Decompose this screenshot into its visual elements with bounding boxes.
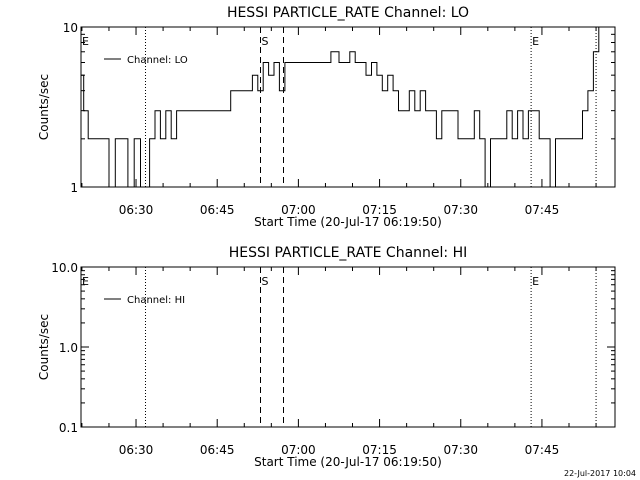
x-tick-label: 06:45 bbox=[200, 443, 235, 457]
x-tick-label: 07:00 bbox=[281, 443, 316, 457]
x-tick-label: 07:45 bbox=[525, 443, 560, 457]
legend-entry: Channel: LO bbox=[127, 55, 188, 66]
marker-label: S bbox=[262, 35, 269, 48]
x-tick-label: 07:30 bbox=[443, 203, 478, 217]
legend-entry: Channel: HI bbox=[127, 295, 185, 306]
series-line-0 bbox=[81, 27, 600, 188]
y-tick-label: 10.0 bbox=[51, 261, 78, 275]
x-tick-label: 07:00 bbox=[281, 203, 316, 217]
plot-frame bbox=[80, 266, 616, 428]
x-axis-label: Start Time (20-Jul-17 06:19:50) bbox=[254, 455, 442, 469]
x-tick-label: 07:15 bbox=[362, 203, 397, 217]
x-tick-label: 06:45 bbox=[200, 203, 235, 217]
x-tick-label: 07:45 bbox=[525, 203, 560, 217]
x-tick-label: 06:30 bbox=[119, 203, 154, 217]
marker-label: E bbox=[532, 35, 539, 48]
chart-title: HESSI PARTICLE_RATE Channel: HI bbox=[229, 245, 467, 261]
y-axis-label: Counts/sec bbox=[37, 74, 51, 140]
x-tick-label: 07:30 bbox=[443, 443, 478, 457]
marker-label: S bbox=[262, 275, 269, 288]
plot-timestamp: 22-Jul-2017 10:04 bbox=[564, 469, 636, 478]
chart-panel-0: HESSI PARTICLE_RATE Channel: LO Counts/se… bbox=[37, 5, 616, 229]
x-axis-label: Start Time (20-Jul-17 06:19:50) bbox=[254, 215, 442, 229]
chart-title: HESSI PARTICLE_RATE Channel: LO bbox=[227, 5, 469, 21]
y-tick-label: 0.1 bbox=[59, 421, 78, 435]
marker-label: E bbox=[82, 275, 89, 288]
marker-label: E bbox=[82, 35, 89, 48]
y-tick-label: 1.0 bbox=[59, 341, 78, 355]
y-tick-label: 1 bbox=[70, 181, 78, 195]
x-tick-label: 06:30 bbox=[119, 443, 154, 457]
plot-frame bbox=[80, 26, 616, 188]
x-tick-label: 07:15 bbox=[362, 443, 397, 457]
chart-panel-1: HESSI PARTICLE_RATE Channel: HI Counts/se… bbox=[37, 245, 616, 469]
y-axis-label: Counts/sec bbox=[37, 314, 51, 380]
y-tick-label: 10 bbox=[63, 21, 78, 35]
marker-label: E bbox=[532, 275, 539, 288]
